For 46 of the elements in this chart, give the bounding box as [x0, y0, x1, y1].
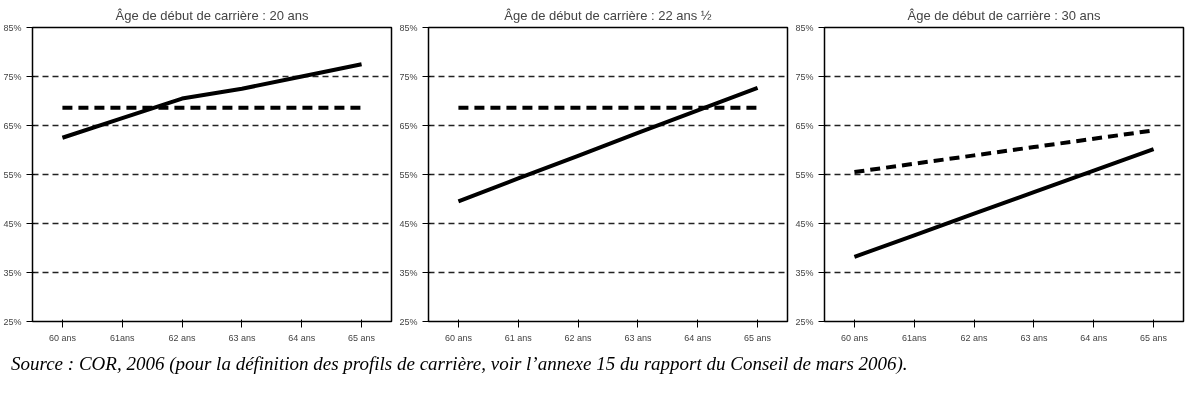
x-tick-label: 64 ans — [1080, 332, 1108, 343]
x-tick-label: 65 ans — [1140, 332, 1168, 343]
chart-title: Âge de début de carrière : 30 ans — [907, 7, 1101, 23]
x-tick-label: 63 ans — [228, 332, 256, 343]
y-tick-label: 35% — [795, 267, 814, 278]
y-tick-label: 45% — [399, 218, 418, 229]
y-tick-label: 25% — [3, 316, 22, 327]
y-tick-label: 25% — [795, 316, 814, 327]
line-series — [60, 62, 364, 140]
y-tick-label: 75% — [795, 71, 814, 82]
source-note: Source : COR, 2006 (pour la définition des profils de carrière, voir l’annexe 15 du rapport du Conseil de mars 2006). — [11, 352, 908, 376]
x-tick-label: 65 ans — [348, 332, 376, 343]
x-tick-label: 61ans — [109, 332, 136, 343]
x-tick-label: 62 ans — [168, 332, 197, 343]
y-tick-label: 55% — [3, 169, 22, 180]
x-tick-label: 60 ans — [840, 332, 869, 343]
x-tick-label: 65 ans — [744, 332, 772, 343]
line-series — [852, 147, 1156, 259]
y-tick-label: 55% — [399, 169, 418, 180]
y-tick-label: 65% — [399, 120, 418, 131]
x-tick-label: 60 ans — [444, 332, 473, 343]
y-tick-label: 55% — [795, 169, 814, 180]
y-tick-label: 25% — [399, 316, 418, 327]
y-tick-label: 45% — [795, 218, 814, 229]
chart-title: Âge de début de carrière : 20 ans — [115, 7, 309, 23]
y-tick-label: 65% — [795, 120, 814, 131]
y-tick-label: 85% — [399, 22, 418, 33]
y-tick-label: 45% — [3, 218, 22, 229]
x-tick-label: 64 ans — [288, 332, 316, 343]
y-tick-label: 75% — [3, 71, 22, 82]
x-tick-label: 61 ans — [504, 332, 533, 343]
chart-title: Âge de début de carrière : 22 ans ½ — [504, 7, 712, 23]
x-tick-label: 64 ans — [684, 332, 712, 343]
y-tick-label: 85% — [3, 22, 22, 33]
x-tick-label: 63 ans — [1020, 332, 1048, 343]
y-tick-label: 35% — [399, 267, 418, 278]
x-tick-label: 62 ans — [960, 332, 989, 343]
x-tick-label: 61ans — [901, 332, 928, 343]
y-tick-label: 65% — [3, 120, 22, 131]
x-tick-label: 62 ans — [564, 332, 593, 343]
y-tick-label: 75% — [399, 71, 418, 82]
x-tick-label: 60 ans — [48, 332, 77, 343]
y-tick-label: 85% — [795, 22, 814, 33]
line-series — [456, 85, 760, 204]
y-tick-label: 35% — [3, 267, 22, 278]
x-tick-label: 63 ans — [624, 332, 652, 343]
